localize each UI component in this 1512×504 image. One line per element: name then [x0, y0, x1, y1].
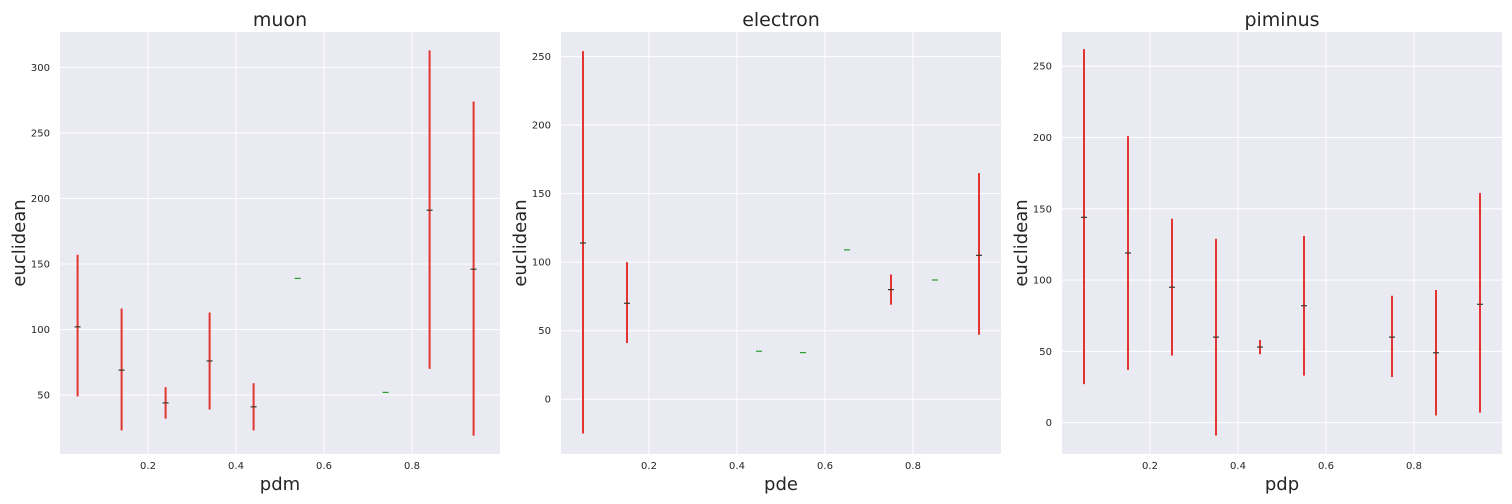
electron-x-axis-label: pde [764, 474, 798, 495]
electron-panel: 0.2 0.4 0.6 0.8 0 50 100 150 200 250 electron pde eu… [510, 9, 1001, 495]
electron-y-axis-label: euclidean [510, 199, 531, 286]
piminus-x-tick-label: 0.4 [1230, 461, 1246, 472]
piminus-y-axis-label: euclidean [1011, 199, 1032, 286]
electron-y-tick-label: 100 [532, 258, 551, 269]
electron-title: electron [742, 9, 820, 31]
piminus-y-tick-label: 50 [1039, 347, 1052, 358]
electron-y-tick-label: 200 [532, 121, 551, 132]
muon-y-tick-label: 150 [31, 259, 50, 270]
piminus-y-tick-label: 200 [1033, 133, 1052, 144]
piminus-x-tick-label: 0.2 [1142, 461, 1158, 472]
muon-x-tick-label: 0.6 [316, 461, 332, 472]
muon-x-tick-label: 0.4 [228, 461, 244, 472]
muon-y-axis-label: euclidean [9, 199, 30, 286]
piminus-y-tick-label: 0 [1046, 418, 1052, 429]
electron-x-tick-label: 0.4 [729, 461, 745, 472]
muon-plot-area [60, 32, 500, 454]
muon-panel: 0.2 0.4 0.6 0.8 50 100 150 200 250 300 muon pdm eucl… [9, 9, 500, 495]
piminus-y-tick-label: 250 [1033, 62, 1052, 73]
electron-x-tick-label: 0.6 [817, 461, 833, 472]
electron-y-tick-label: 50 [538, 326, 551, 337]
muon-x-tick-label: 0.8 [404, 461, 420, 472]
muon-title: muon [253, 9, 307, 31]
piminus-y-tick-label: 150 [1033, 204, 1052, 215]
piminus-x-axis-label: pdp [1265, 474, 1299, 495]
electron-x-tick-label: 0.2 [641, 461, 657, 472]
muon-y-tick-label: 200 [31, 194, 50, 205]
piminus-x-tick-label: 0.6 [1318, 461, 1334, 472]
electron-y-tick-label: 0 [545, 395, 551, 406]
muon-y-tick-label: 50 [37, 391, 50, 402]
muon-y-tick-label: 100 [31, 325, 50, 336]
piminus-plot-area [1062, 32, 1502, 454]
electron-y-tick-label: 250 [532, 52, 551, 63]
muon-y-tick-label: 250 [31, 128, 50, 139]
muon-x-tick-label: 0.2 [140, 461, 156, 472]
electron-x-tick-label: 0.8 [905, 461, 921, 472]
electron-y-tick-label: 150 [532, 189, 551, 200]
piminus-y-tick-label: 100 [1033, 276, 1052, 287]
muon-x-axis-label: pdm [260, 474, 300, 495]
piminus-panel: 0.2 0.4 0.6 0.8 0 50 100 150 200 250 piminus pdp euc… [1011, 9, 1502, 495]
muon-y-tick-label: 300 [31, 63, 50, 74]
piminus-x-tick-label: 0.8 [1406, 461, 1422, 472]
electron-plot-area [561, 32, 1001, 454]
piminus-title: piminus [1244, 9, 1319, 31]
